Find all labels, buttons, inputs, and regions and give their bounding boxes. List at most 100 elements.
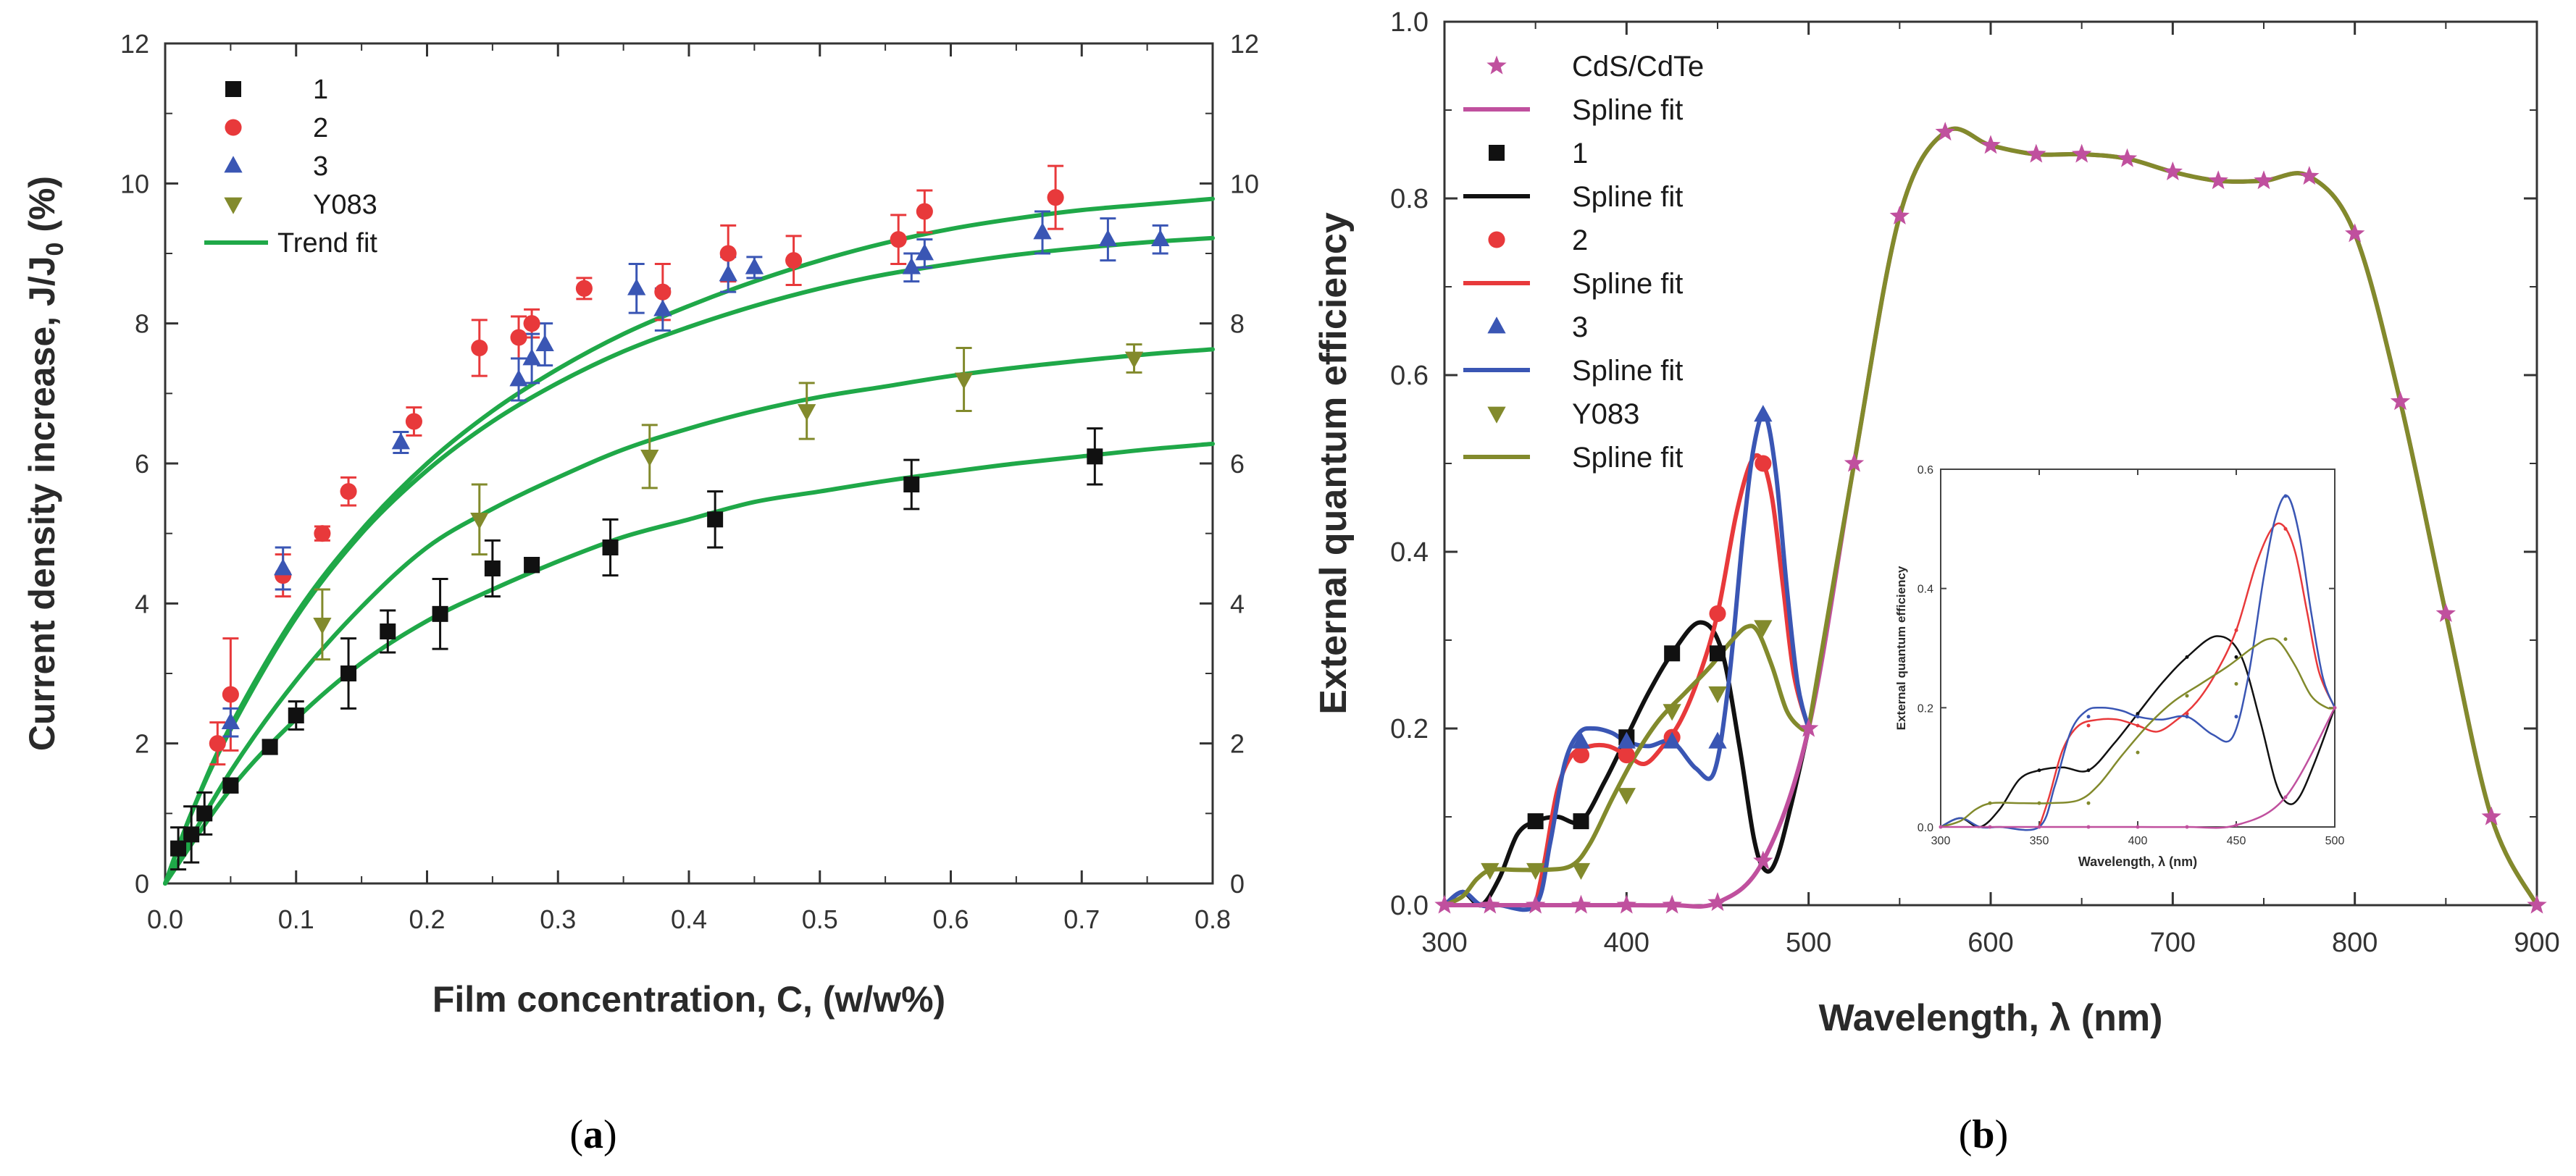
inset-x-tick-label: 300	[1931, 835, 1951, 847]
inset-background	[1897, 465, 2354, 827]
panel-b-point-series-3	[1754, 405, 1773, 422]
panel-b-data-points	[1434, 122, 2547, 914]
panel-a-x-tick-label: 0.0	[147, 904, 183, 934]
panel-b-y-axis-title: External quantum efficiency	[1313, 212, 1355, 715]
panel-a-point-series-2	[523, 315, 540, 332]
panel-a-point-series-y083	[1124, 351, 1144, 369]
inset-point	[2185, 655, 2189, 659]
panel-a-point-series-3	[1151, 229, 1170, 247]
panel-a-point-series-2	[1047, 189, 1064, 206]
panel-a-y-tick-label: 6	[135, 449, 149, 479]
panel-a-point-series-2	[405, 413, 422, 430]
panel-a-trend-fit-line	[163, 347, 1215, 886]
panel-b-point-series-cdscdte	[1844, 453, 1865, 472]
panel-b-point-series-cdscdte	[1889, 206, 1910, 224]
panel-a-point-series-2	[222, 686, 239, 703]
panel-b-legend-label: Spline fit	[1572, 181, 1683, 213]
panel-a-trend-fit-line	[163, 441, 1215, 886]
panel-a-point-series-y083	[798, 404, 816, 421]
inset-point	[1939, 825, 1943, 829]
panel-b-x-tick-label: 400	[1604, 928, 1649, 958]
inset-point	[2086, 768, 2091, 773]
panel-a-y-tick-label: 2	[135, 729, 149, 759]
panel-b-legend: CdS/CdTe Spline fit 1 Spline fit 2 Spline fit…	[1463, 51, 1704, 474]
panel-a-right-y-tick-label: 4	[1230, 589, 1245, 618]
inset-curve-y083	[1940, 637, 2335, 828]
panel-a-label: (a)	[569, 1112, 616, 1157]
panel-b-point-series-y083	[1571, 862, 1591, 880]
panel-a-point-series-2	[719, 245, 737, 262]
panel-a-point-series-1	[170, 840, 187, 857]
inset-curve-2	[2038, 522, 2336, 828]
panel-b-y-tick-label: 0.8	[1390, 184, 1429, 214]
panel-a-point-series-3	[221, 712, 241, 730]
panel-a-point-series-y083	[640, 449, 659, 467]
inset-point	[2136, 825, 2140, 829]
panel-b-x-tick-label: 800	[2332, 928, 2378, 958]
panel-b-point-series-cdscdte	[2117, 148, 2138, 167]
panel-a-point-series-3	[902, 257, 921, 274]
panel-b-legend-label: CdS/CdTe	[1572, 51, 1704, 83]
panel-a-point-series-2	[785, 252, 803, 269]
panel-b-x-tick-label: 900	[2514, 928, 2559, 958]
inset-curve-1	[1940, 635, 2336, 828]
inset-point	[2234, 628, 2238, 632]
panel-a-legend-label: Trend fit	[277, 228, 377, 259]
panel-b-x-tick-label: 500	[1786, 928, 1831, 958]
inset-point	[2136, 712, 2140, 716]
panel-b-point-series-cdscdte	[2481, 806, 2501, 826]
inset-point	[2185, 712, 2189, 716]
panel-b-ticks: 300 400 500 600 700 800 900 0.0 0.2 0.4 0.6 0.8 1.0	[1390, 7, 2560, 958]
panel-b-legend-marker	[1489, 145, 1505, 161]
panel-b-y-tick-label: 0.6	[1390, 361, 1429, 391]
panel-b-y-tick-label: 0.4	[1390, 537, 1429, 568]
inset-y-tick-label: 0.0	[1918, 822, 1933, 834]
panel-a-x-tick-label: 0.1	[278, 904, 314, 934]
inset-point	[2136, 750, 2140, 755]
panel-b-point-series-cdscdte	[1526, 894, 1546, 914]
panel-b-point-series-1	[1573, 813, 1589, 830]
panel-a-y-tick-label: 0	[135, 869, 149, 899]
panel-b-point-series-cdscdte	[2345, 223, 2365, 243]
panel-b-inset: 300 350 400 450 500 0.0 0.2 0.4 0.6 Wavelength, …	[1894, 464, 2354, 869]
panel-b-point-series-cdscdte	[1707, 891, 1728, 911]
panel-b-spline-fit-line-overlay	[1806, 126, 2539, 907]
panel-b-point-series-y083	[1663, 704, 1681, 721]
inset-point	[2086, 801, 2091, 805]
panel-a-legend-label: 2	[313, 113, 328, 143]
panel-b-x-tick-label: 700	[2150, 928, 2196, 958]
panel-a-point-series-1	[707, 511, 724, 528]
inset-y-tick-label: 0.4	[1918, 584, 1933, 596]
panel-b-legend-label: Spline fit	[1572, 94, 1683, 126]
panel-a-right-y-tick-label: 0	[1230, 869, 1245, 899]
panel-b-point-series-cdscdte	[1753, 850, 1773, 870]
panel-a-point-series-2	[209, 735, 226, 752]
panel-a-x-tick-label: 0.7	[1063, 904, 1100, 934]
panel-b-point-series-cdscdte	[1799, 718, 1819, 737]
panel-b-x-tick-label: 600	[1967, 928, 2013, 958]
panel-a-point-series-1	[288, 707, 304, 723]
panel-b-spline-fit-line-1	[1443, 620, 1811, 908]
inset-x-tick-label: 500	[2325, 835, 2345, 847]
panel-b-legend-label: 3	[1572, 311, 1588, 343]
panel-b-point-series-cdscdte	[1434, 894, 1455, 914]
panel-a-point-series-3	[1098, 229, 1118, 247]
panel-b-y-tick-label: 1.0	[1390, 7, 1429, 38]
inset-point	[1988, 801, 1992, 805]
inset-y-tick-label: 0.6	[1918, 464, 1933, 476]
panel-b-point-series-cdscdte	[2026, 143, 2046, 163]
panel-b-spline-fit-line-2	[1533, 453, 1811, 906]
panel-b-point-series-cdscdte	[2254, 170, 2274, 190]
inset-point	[2086, 825, 2091, 829]
inset-point	[2283, 637, 2288, 642]
panel-b-point-series-3	[1571, 731, 1591, 749]
panel-a-x-tick-label: 0.6	[932, 904, 969, 934]
panel-a-trend-fit-curves	[163, 196, 1215, 886]
inset-point	[2234, 655, 2238, 659]
panel-a-x-tick-label: 0.5	[802, 904, 838, 934]
panel-a-point-series-y083	[470, 512, 489, 530]
panel-a-right-y-tick-label: 8	[1230, 309, 1245, 339]
inset-point	[2185, 715, 2189, 719]
inset-point	[2283, 795, 2288, 799]
panel-b-y-tick-label: 0.0	[1390, 891, 1429, 921]
